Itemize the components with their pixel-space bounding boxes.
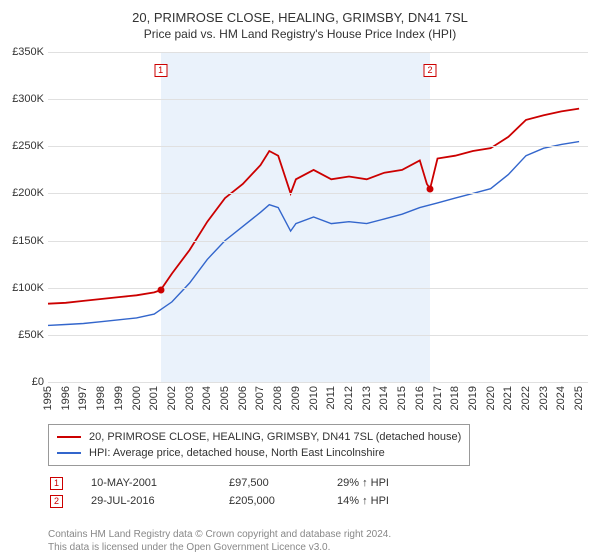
x-axis-label: 2023 <box>538 386 550 410</box>
chart-plot-area: £0£50K£100K£150K£200K£250K£300K£350K1995… <box>48 52 588 382</box>
legend-swatch-hpi <box>57 452 81 454</box>
transaction-price: £97,500 <box>229 474 309 492</box>
x-axis-label: 1999 <box>113 386 125 410</box>
y-axis-label: £50K <box>18 329 44 341</box>
x-axis-label: 2014 <box>378 386 390 410</box>
grid-line <box>48 52 588 53</box>
x-axis-label: 2006 <box>237 386 249 410</box>
x-axis-label: 2000 <box>131 386 143 410</box>
x-axis-label: 2025 <box>573 386 585 410</box>
x-axis-label: 2002 <box>166 386 178 410</box>
x-axis-label: 2004 <box>201 386 213 410</box>
x-axis-label: 2021 <box>502 386 514 410</box>
legend-label-hpi: HPI: Average price, detached house, Nort… <box>89 445 385 461</box>
copyright-line: This data is licensed under the Open Gov… <box>48 541 391 554</box>
y-axis-label: £200K <box>12 187 44 199</box>
grid-line <box>48 241 588 242</box>
legend-row: 20, PRIMROSE CLOSE, HEALING, GRIMSBY, DN… <box>57 429 461 445</box>
x-axis-label: 2001 <box>148 386 160 410</box>
legend-label-property: 20, PRIMROSE CLOSE, HEALING, GRIMSBY, DN… <box>89 429 461 445</box>
grid-line <box>48 382 588 383</box>
legend-area: 20, PRIMROSE CLOSE, HEALING, GRIMSBY, DN… <box>48 424 588 510</box>
x-axis-label: 2024 <box>555 386 567 410</box>
copyright-line: Contains HM Land Registry data © Crown c… <box>48 528 391 541</box>
grid-line <box>48 99 588 100</box>
y-axis-label: £300K <box>12 93 44 105</box>
x-axis-label: 2012 <box>343 386 355 410</box>
series-line-property <box>48 109 579 304</box>
x-axis-label: 2020 <box>485 386 497 410</box>
x-axis-label: 2007 <box>254 386 266 410</box>
y-axis-label: £150K <box>12 235 44 247</box>
transaction-date: 29-JUL-2016 <box>91 492 201 510</box>
transaction-delta: 14% ↑ HPI <box>337 492 389 510</box>
x-axis-label: 2008 <box>272 386 284 410</box>
x-axis-label: 2015 <box>396 386 408 410</box>
x-axis-label: 2019 <box>467 386 479 410</box>
grid-line <box>48 288 588 289</box>
x-axis-label: 1998 <box>95 386 107 410</box>
copyright-notice: Contains HM Land Registry data © Crown c… <box>48 528 391 554</box>
chart-lines-svg <box>48 52 588 382</box>
x-axis-label: 2018 <box>449 386 461 410</box>
transaction-marker-dot <box>157 287 164 294</box>
x-axis-label: 2005 <box>219 386 231 410</box>
transaction-delta: 29% ↑ HPI <box>337 474 389 492</box>
transaction-row: 1 10-MAY-2001 £97,500 29% ↑ HPI <box>50 474 588 492</box>
transaction-marker-dot <box>427 185 434 192</box>
x-axis-label: 2017 <box>432 386 444 410</box>
x-axis-label: 1996 <box>60 386 72 410</box>
x-axis-label: 2011 <box>325 386 337 410</box>
transaction-date: 10-MAY-2001 <box>91 474 201 492</box>
x-axis-label: 1995 <box>42 386 54 410</box>
grid-line <box>48 335 588 336</box>
legend-box: 20, PRIMROSE CLOSE, HEALING, GRIMSBY, DN… <box>48 424 470 466</box>
x-axis-label: 2003 <box>184 386 196 410</box>
x-axis-label: 2022 <box>520 386 532 410</box>
transaction-number-box: 1 <box>50 477 63 490</box>
transaction-list: 1 10-MAY-2001 £97,500 29% ↑ HPI 2 29-JUL-2016… <box>48 474 588 510</box>
x-axis-label: 2016 <box>414 386 426 410</box>
legend-swatch-property <box>57 436 81 438</box>
transaction-price: £205,000 <box>229 492 309 510</box>
y-axis-label: £350K <box>12 46 44 58</box>
x-axis-label: 1997 <box>77 386 89 410</box>
x-axis-label: 2010 <box>308 386 320 410</box>
transaction-marker-label: 1 <box>154 64 167 77</box>
transaction-row: 2 29-JUL-2016 £205,000 14% ↑ HPI <box>50 492 588 510</box>
x-axis-label: 2009 <box>290 386 302 410</box>
y-axis-label: £100K <box>12 282 44 294</box>
transaction-marker-label: 2 <box>424 64 437 77</box>
transaction-number-box: 2 <box>50 495 63 508</box>
chart-title: 20, PRIMROSE CLOSE, HEALING, GRIMSBY, DN… <box>0 0 600 25</box>
chart-subtitle: Price paid vs. HM Land Registry's House … <box>0 25 600 47</box>
x-axis-label: 2013 <box>361 386 373 410</box>
grid-line <box>48 193 588 194</box>
y-axis-label: £250K <box>12 140 44 152</box>
chart-container: 20, PRIMROSE CLOSE, HEALING, GRIMSBY, DN… <box>0 0 600 560</box>
grid-line <box>48 146 588 147</box>
legend-row: HPI: Average price, detached house, Nort… <box>57 445 461 461</box>
